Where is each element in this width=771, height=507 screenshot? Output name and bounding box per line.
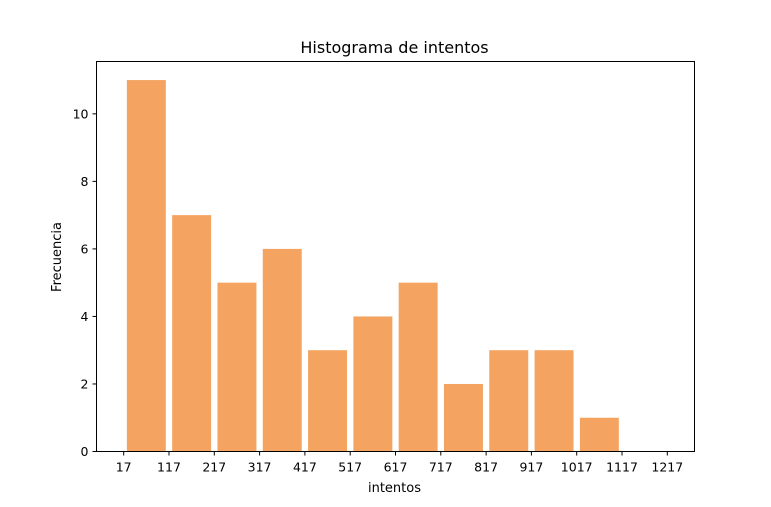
x-tick-label: 317 xyxy=(248,460,272,475)
bars-group xyxy=(126,80,619,452)
x-tick-label: 917 xyxy=(519,460,543,475)
x-axis-ticks: 17 117 217 317 417 517 617 717 817 917 1017 1117 121… xyxy=(116,451,683,475)
x-tick-label: 117 xyxy=(157,460,181,475)
chart-title: Histograma de intentos xyxy=(300,38,488,57)
histogram-bar xyxy=(172,215,212,452)
y-tick-label: 2 xyxy=(81,376,89,391)
y-axis-ticks: 0 2 4 6 8 10 xyxy=(73,106,97,459)
x-tick-label: 1217 xyxy=(651,460,683,475)
x-tick-label: 217 xyxy=(202,460,226,475)
histogram-bar xyxy=(217,282,257,452)
histogram-bar xyxy=(353,316,393,452)
x-tick-label: 417 xyxy=(293,460,317,475)
y-tick-label: 8 xyxy=(81,174,89,189)
x-tick-label: 1117 xyxy=(606,460,638,475)
y-tick-label: 10 xyxy=(73,106,89,121)
y-tick-label: 4 xyxy=(81,309,89,324)
histogram-bar xyxy=(398,282,438,452)
x-tick-label: 617 xyxy=(384,460,408,475)
x-tick-label: 17 xyxy=(116,460,132,475)
histogram-bar xyxy=(443,383,483,452)
y-axis-label: Frecuencia xyxy=(50,222,65,292)
x-tick-label: 817 xyxy=(474,460,498,475)
histogram-bar xyxy=(308,350,348,452)
x-axis-label: intentos xyxy=(368,481,421,496)
x-tick-label: 517 xyxy=(338,460,362,475)
histogram-bar xyxy=(579,417,619,452)
histogram-bar xyxy=(534,350,574,452)
histogram-bar xyxy=(489,350,529,452)
histogram-bar xyxy=(262,248,302,452)
histogram-bar xyxy=(126,80,166,452)
y-tick-label: 0 xyxy=(81,444,89,459)
x-tick-label: 1017 xyxy=(561,460,593,475)
y-tick-label: 6 xyxy=(81,241,89,256)
x-tick-label: 717 xyxy=(429,460,453,475)
